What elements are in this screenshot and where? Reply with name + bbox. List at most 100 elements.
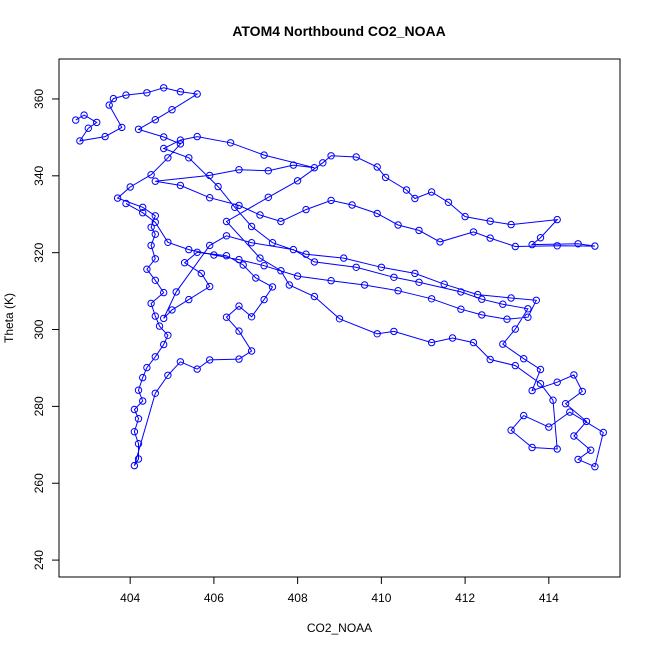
data-point bbox=[436, 238, 444, 246]
data-point bbox=[122, 199, 130, 208]
data-point bbox=[520, 411, 528, 420]
data-point bbox=[176, 88, 185, 96]
data-point bbox=[469, 338, 478, 347]
data-point bbox=[486, 234, 494, 242]
data-point bbox=[503, 315, 511, 323]
data-point bbox=[118, 123, 126, 132]
data-point bbox=[578, 387, 586, 396]
data-point bbox=[113, 194, 122, 202]
data-point bbox=[591, 463, 599, 471]
data-point bbox=[193, 132, 201, 141]
data-point bbox=[474, 290, 482, 299]
data-point bbox=[536, 380, 545, 388]
data-point bbox=[147, 241, 155, 250]
data-point bbox=[143, 89, 151, 97]
data-point bbox=[486, 355, 494, 364]
data-point bbox=[176, 181, 185, 190]
data-point bbox=[507, 426, 515, 434]
data-point bbox=[310, 258, 319, 266]
data-point bbox=[139, 397, 147, 405]
data-point bbox=[373, 163, 381, 171]
data-point bbox=[293, 177, 302, 185]
x-tick-label: 404 bbox=[120, 591, 140, 605]
data-point bbox=[206, 171, 214, 180]
data-point bbox=[553, 215, 561, 224]
data-point bbox=[444, 198, 453, 207]
data-point bbox=[335, 315, 344, 323]
data-point bbox=[352, 263, 360, 271]
data-point bbox=[126, 183, 134, 191]
data-point bbox=[469, 228, 478, 236]
data-point bbox=[499, 300, 507, 308]
data-point bbox=[185, 154, 193, 162]
series-line bbox=[75, 87, 604, 468]
data-point bbox=[511, 325, 519, 333]
data-point bbox=[239, 261, 247, 269]
data-point bbox=[327, 277, 335, 285]
data-point bbox=[252, 274, 260, 282]
data-point bbox=[235, 201, 243, 210]
data-point bbox=[377, 263, 386, 271]
data-point bbox=[105, 101, 113, 109]
data-point bbox=[222, 252, 231, 260]
data-point bbox=[536, 365, 545, 374]
data-point bbox=[427, 338, 436, 347]
data-point bbox=[373, 330, 381, 338]
data-point bbox=[394, 287, 402, 295]
data-point bbox=[373, 209, 381, 218]
data-point bbox=[247, 239, 256, 247]
data-point bbox=[415, 278, 423, 286]
data-point bbox=[206, 282, 214, 291]
data-point bbox=[151, 218, 160, 227]
data-point bbox=[561, 400, 570, 408]
data-point bbox=[536, 234, 545, 242]
data-point bbox=[427, 188, 436, 196]
data-point bbox=[101, 132, 109, 141]
data-point bbox=[553, 445, 561, 453]
data-point bbox=[591, 242, 599, 250]
data-point bbox=[168, 306, 176, 314]
data-point bbox=[260, 295, 268, 304]
data-point bbox=[574, 455, 582, 464]
data-point bbox=[172, 288, 180, 296]
data-point bbox=[360, 281, 369, 289]
data-point bbox=[139, 203, 147, 212]
data-point bbox=[206, 194, 214, 202]
data-point bbox=[582, 417, 591, 426]
data-point bbox=[319, 159, 327, 167]
y-axis-label: Theta (K) bbox=[2, 293, 16, 343]
y-tick-label: 340 bbox=[32, 165, 46, 185]
data-point bbox=[566, 408, 574, 416]
data-point bbox=[151, 177, 160, 185]
data-point bbox=[327, 196, 335, 205]
data-point bbox=[532, 296, 540, 304]
data-point bbox=[235, 302, 243, 310]
data-point bbox=[553, 378, 561, 386]
data-point bbox=[247, 313, 256, 321]
data-point bbox=[528, 240, 536, 249]
x-tick-label: 408 bbox=[288, 591, 308, 605]
data-point bbox=[164, 154, 172, 162]
data-point bbox=[206, 356, 214, 364]
data-point bbox=[352, 153, 360, 161]
data-point bbox=[160, 133, 168, 141]
data-point bbox=[180, 259, 189, 267]
data-point bbox=[327, 152, 335, 160]
data-point bbox=[226, 139, 235, 147]
data-point bbox=[264, 193, 272, 202]
data-point bbox=[160, 314, 168, 323]
data-point bbox=[214, 182, 222, 191]
x-axis-label: CO2_NOAA bbox=[307, 621, 372, 635]
data-point bbox=[193, 248, 201, 257]
data-point bbox=[222, 313, 231, 321]
data-point bbox=[130, 428, 139, 436]
y-tick-label: 260 bbox=[32, 473, 46, 493]
data-point bbox=[247, 347, 256, 355]
data-point bbox=[247, 222, 256, 231]
data-point bbox=[524, 313, 532, 321]
data-point bbox=[147, 171, 155, 179]
x-tick-label: 410 bbox=[371, 591, 391, 605]
data-point bbox=[143, 363, 151, 372]
data-point bbox=[260, 151, 268, 159]
